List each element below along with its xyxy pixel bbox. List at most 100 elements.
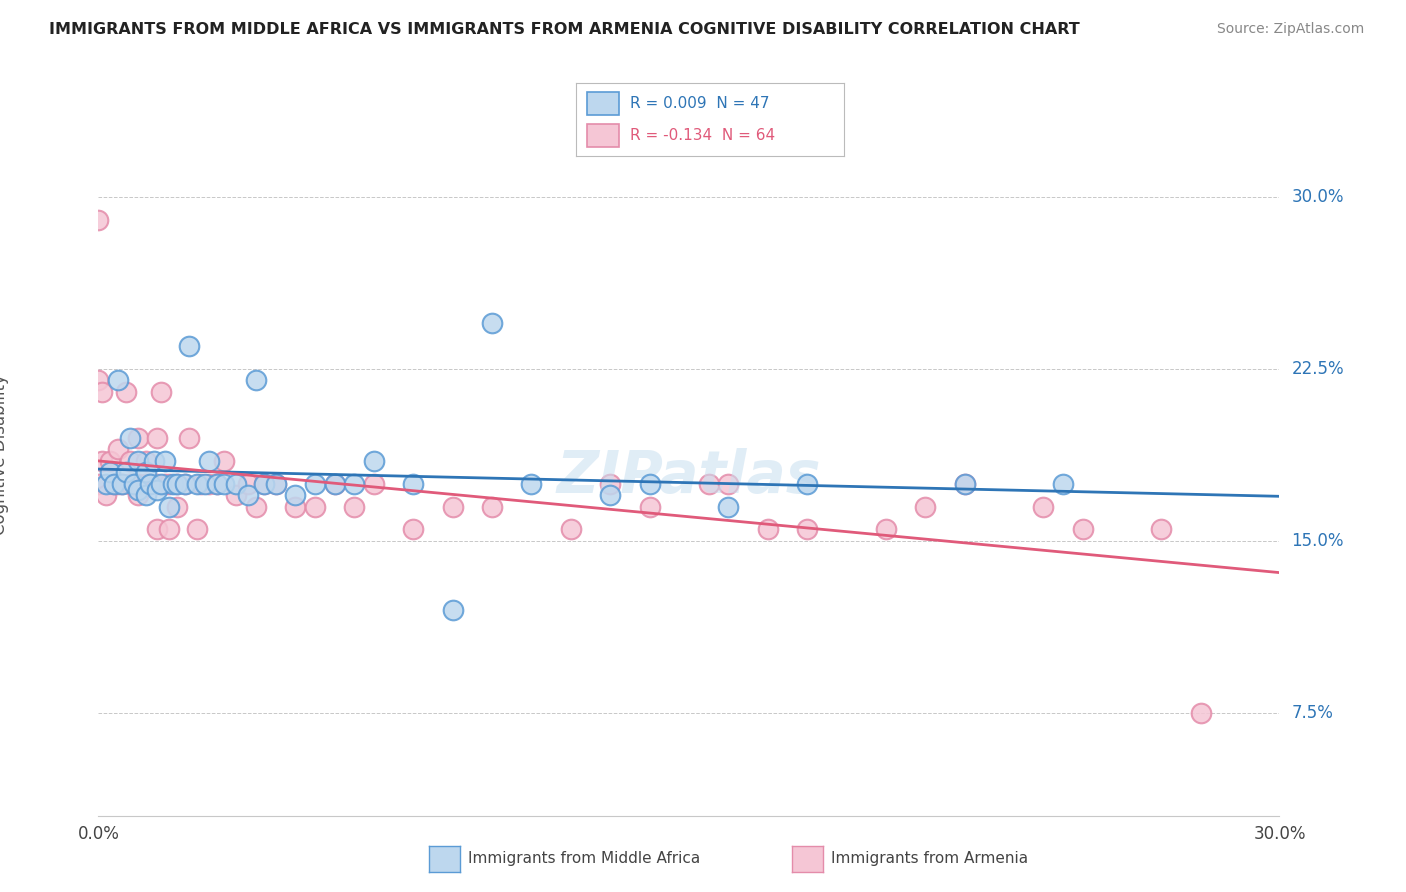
Point [323, 476, 346, 491]
Point [142, 453, 165, 467]
Point [155, 453, 177, 467]
Point [107, 373, 129, 387]
Point [717, 500, 740, 514]
Point [107, 476, 129, 491]
Point [127, 488, 149, 502]
Point [157, 476, 180, 491]
Text: 15.0%: 15.0% [1291, 532, 1344, 550]
Text: Immigrants from Middle Africa: Immigrants from Middle Africa [468, 852, 700, 866]
Point [343, 500, 366, 514]
Point [98, 453, 121, 467]
Point [481, 500, 503, 514]
Point [253, 476, 276, 491]
Point [1071, 523, 1094, 537]
Point [363, 453, 385, 467]
Point [197, 476, 219, 491]
Point [599, 476, 621, 491]
Point [115, 384, 138, 399]
Point [135, 453, 157, 467]
Point [363, 476, 385, 491]
Point [225, 476, 247, 491]
Point [103, 476, 125, 491]
Point [756, 523, 779, 537]
Text: 7.5%: 7.5% [1291, 704, 1333, 722]
Text: Source: ZipAtlas.com: Source: ZipAtlas.com [1216, 22, 1364, 37]
Text: ZIPatlas: ZIPatlas [557, 448, 821, 505]
Point [481, 316, 503, 330]
Text: 30.0%: 30.0% [1291, 188, 1344, 206]
Point [98, 465, 121, 479]
Point [402, 476, 425, 491]
Point [194, 476, 217, 491]
Text: 22.5%: 22.5% [1291, 359, 1344, 378]
Point [186, 523, 208, 537]
Point [146, 523, 169, 537]
Point [91, 453, 114, 467]
Point [717, 476, 740, 491]
Point [225, 488, 247, 502]
Point [157, 523, 180, 537]
Point [146, 431, 169, 445]
Bar [588, 92, 619, 115]
Point [441, 603, 464, 617]
Point [150, 384, 173, 399]
Point [166, 500, 188, 514]
Point [186, 476, 208, 491]
Point [157, 500, 180, 514]
Point [118, 453, 141, 467]
Point [205, 476, 228, 491]
Point [162, 476, 184, 491]
Point [1032, 500, 1054, 514]
Point [796, 476, 818, 491]
Point [127, 476, 149, 491]
Point [91, 384, 114, 399]
Point [111, 476, 134, 491]
Point [284, 488, 307, 502]
Point [96, 476, 118, 491]
Point [520, 476, 543, 491]
Point [122, 476, 145, 491]
Text: IMMIGRANTS FROM MIDDLE AFRICA VS IMMIGRANTS FROM ARMENIA COGNITIVE DISABILITY CO: IMMIGRANTS FROM MIDDLE AFRICA VS IMMIGRA… [49, 22, 1080, 37]
Point [236, 476, 259, 491]
Point [638, 500, 661, 514]
Point [697, 476, 720, 491]
Point [236, 488, 259, 502]
Point [214, 453, 236, 467]
Point [155, 476, 177, 491]
Point [122, 476, 145, 491]
Bar [588, 124, 619, 147]
Point [138, 476, 160, 491]
Point [953, 476, 976, 491]
Point [177, 339, 200, 353]
Point [115, 465, 138, 479]
Point [343, 476, 366, 491]
Point [146, 483, 169, 498]
Point [197, 453, 219, 467]
Point [135, 488, 157, 502]
Point [118, 476, 141, 491]
Point [304, 500, 326, 514]
Point [323, 476, 346, 491]
Point [875, 523, 897, 537]
Point [135, 465, 157, 479]
Point [402, 523, 425, 537]
Point [599, 488, 621, 502]
Point [638, 476, 661, 491]
Point [441, 500, 464, 514]
Point [284, 500, 307, 514]
Point [146, 476, 169, 491]
Point [87, 476, 110, 491]
Point [953, 476, 976, 491]
Point [118, 431, 141, 445]
Point [138, 476, 160, 491]
Point [87, 373, 110, 387]
Point [103, 476, 125, 491]
Point [304, 476, 326, 491]
Text: R = -0.134  N = 64: R = -0.134 N = 64 [630, 128, 775, 143]
Point [914, 500, 936, 514]
Point [107, 442, 129, 457]
Point [127, 483, 149, 498]
Point [174, 476, 197, 491]
Point [264, 476, 287, 491]
Point [127, 453, 149, 467]
